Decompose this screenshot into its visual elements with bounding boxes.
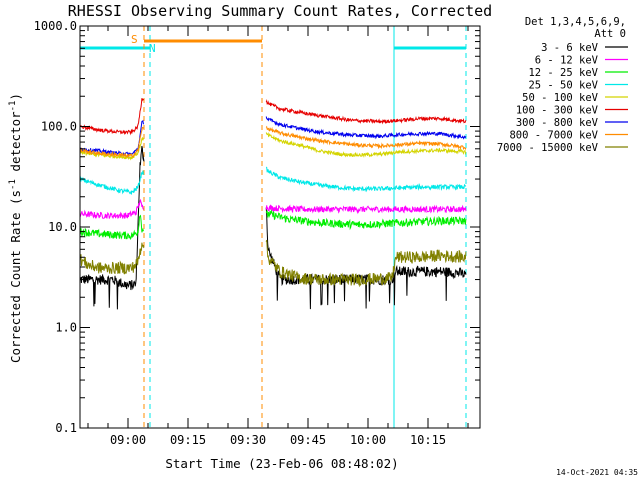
night-flag-label: N	[149, 42, 156, 55]
y-axis-label-end: )	[8, 93, 23, 101]
series-line	[79, 166, 467, 195]
x-tick-label: 09:00	[110, 433, 146, 447]
x-tick-label: 10:00	[350, 433, 386, 447]
y-tick-label: 100.0	[41, 120, 77, 134]
saa-flag-label: S	[131, 33, 138, 46]
generation-timestamp: 14-Oct-2021 04:35	[556, 468, 638, 477]
flag-bars: SN	[80, 26, 467, 428]
series-line	[79, 209, 467, 240]
legend-entry-label: 100 - 300 keV	[516, 105, 599, 117]
series-line	[79, 125, 467, 159]
y-axis-label-main: Corrected Count Rate (s	[8, 190, 23, 363]
y-axis-label-mid: detector	[8, 111, 23, 179]
legend-entry-label: 25 - 50 keV	[528, 80, 598, 92]
legend-entry-label: 7000 - 15000 keV	[497, 142, 599, 154]
x-tick-label: 09:15	[170, 433, 206, 447]
legend-header-line-1: Det 1,3,4,5,6,9,	[525, 16, 626, 28]
legend-entry-label: 3 - 6 keV	[541, 42, 599, 54]
legend-entry-label: 50 - 100 keV	[522, 92, 599, 104]
chart-title: RHESSI Observing Summary Count Rates, Co…	[68, 2, 492, 20]
legend-entry-label: 12 - 25 keV	[528, 67, 598, 79]
series-line	[79, 116, 467, 158]
series-layer	[79, 98, 467, 310]
x-tick-label: 10:15	[410, 433, 446, 447]
series-line	[79, 239, 467, 288]
y-tick-label: 1.0	[55, 321, 77, 335]
series-line	[79, 98, 467, 136]
y-tick-label: 10.0	[48, 220, 77, 234]
x-tick-label: 09:30	[230, 433, 266, 447]
y-tick-label: 1000.0	[34, 19, 77, 33]
series-line	[79, 145, 467, 310]
y-axis-label-sup-2: -1	[8, 101, 18, 112]
x-axis-label: Start Time (23-Feb-06 08:48:02)	[165, 456, 398, 471]
y-axis-label-sup: -1	[8, 179, 18, 190]
legend-entry-label: 300 - 800 keV	[516, 117, 599, 129]
x-tick-label: 09:45	[290, 433, 326, 447]
plot-frame	[79, 25, 481, 429]
y-tick-label: 0.1	[55, 421, 77, 435]
axes: 0.1 1.0 10.0 100.0 1000.0 09:00 09:15 09:30 09:4…	[34, 19, 481, 447]
series-line	[79, 198, 467, 220]
y-axis-label: Corrected Count Rate (s-1 detector-1)	[8, 93, 23, 363]
legend-entry-label: 6 - 12 keV	[535, 55, 599, 67]
legend-header-line-2: Att 0	[594, 28, 626, 40]
legend-entry-label: 800 - 7000 keV	[509, 130, 598, 142]
